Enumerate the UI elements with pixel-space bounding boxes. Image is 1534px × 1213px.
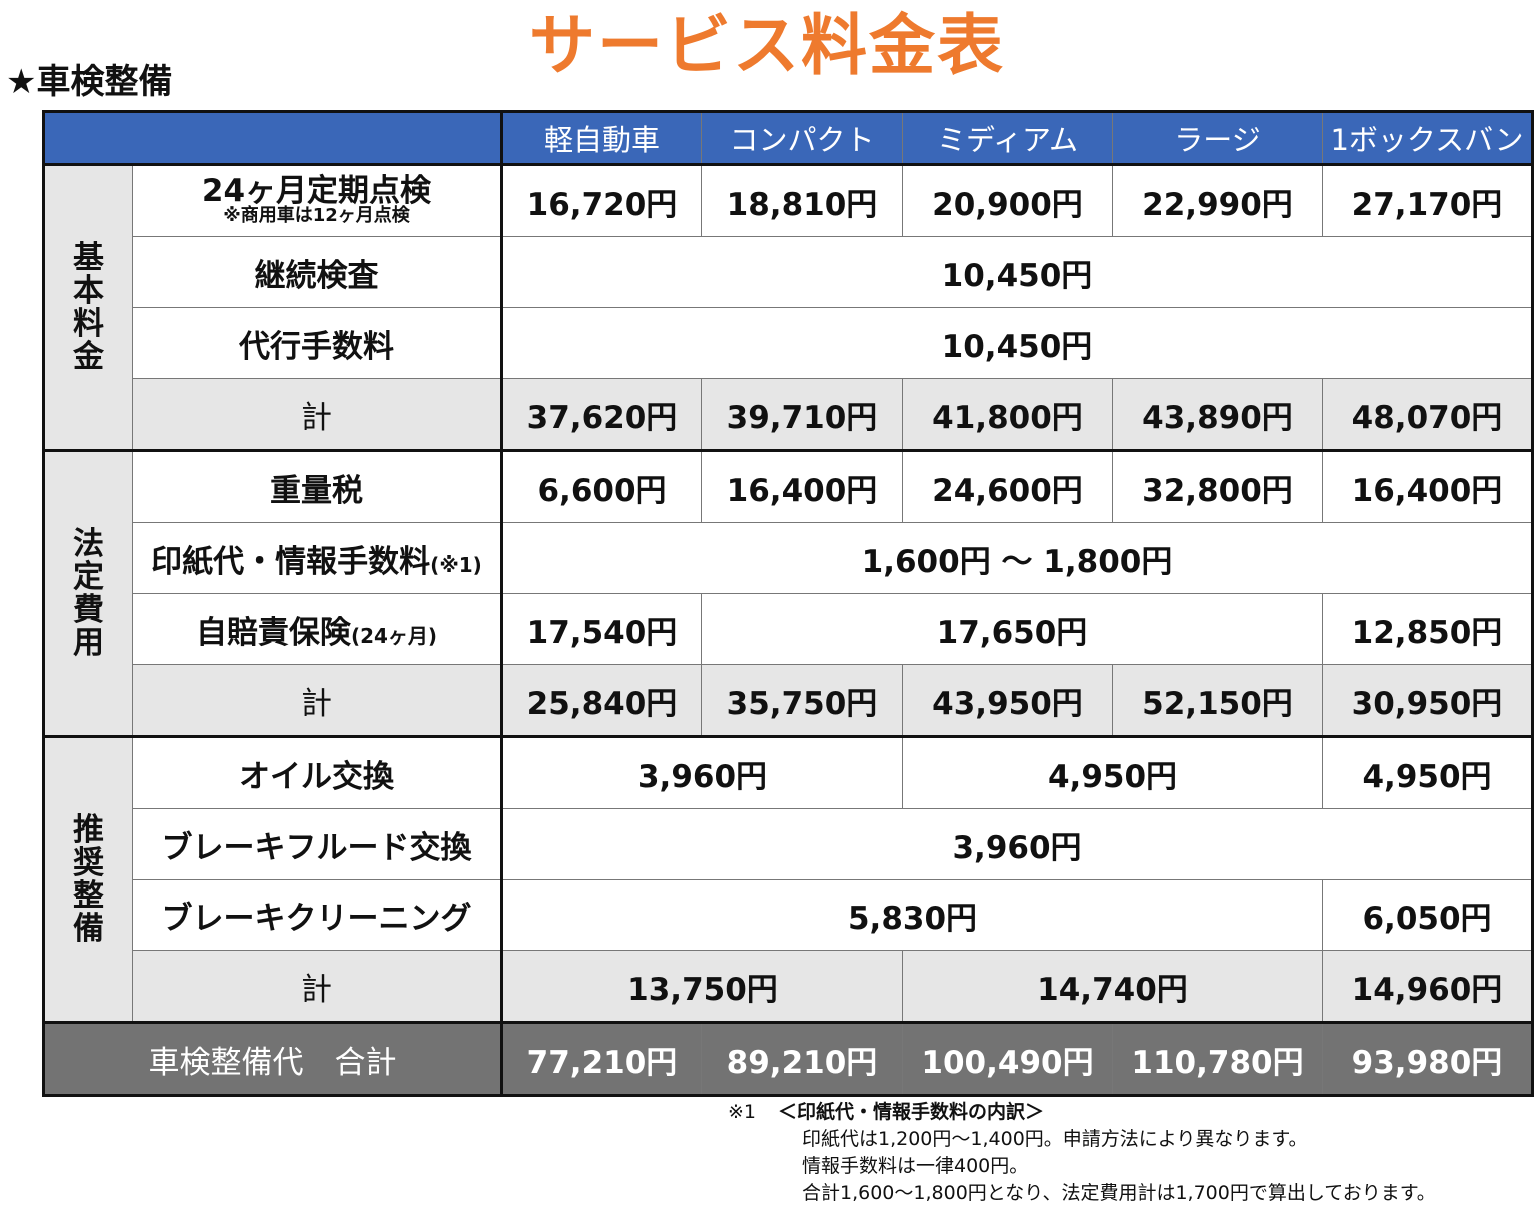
group-label-legal: 法定費用 [43,449,133,737]
grand-total-row: 車検整備代 合計 77,210円 89,210円 100,490円 110,78… [43,1021,1533,1096]
table-row: 継続検査 10,450円 [44,236,1533,308]
price-cell: 17,650円 [701,593,1323,665]
row-label: 重量税 [132,449,503,523]
price-cell: 1,600円 ～ 1,800円 [501,522,1533,594]
price-cell: 10,450円 [501,307,1533,379]
subtotal-row: 計 37,620円 39,710円 41,800円 43,890円 48,070… [44,378,1533,451]
footnote-line: 印紙代は1,200円～1,400円。申請方法により異なります。 [802,1128,1308,1150]
table-row: 法定費用 重量税 6,600円 16,400円 24,600円 32,800円 … [43,449,1533,737]
price-cell: 10,450円 [501,236,1533,308]
price-cell: 37,620円 [501,378,702,451]
row-label-note: ※商用車は12ヶ月点検 [223,205,410,226]
row-label: 計 [132,664,503,737]
row-label: 自賠責保険(24ヶ月) [132,593,503,665]
column-header: ラージ [1112,111,1323,165]
row-label: ブレーキフルード交換 [132,808,503,880]
price-cell: 100,490円 [902,1021,1113,1096]
row-label: 計 [132,378,503,451]
price-cell: 93,980円 [1322,1021,1533,1096]
price-cell: 18,810円 [701,163,903,237]
table-row: 推奨整備 オイル交換 3,960円 4,950円 4,950円 [43,735,1533,1023]
subtotal-row: 計 25,840円 35,750円 43,950円 52,150円 30,950… [44,664,1533,737]
price-cell: 6,050円 [1322,879,1533,951]
price-cell: 6,600円 [501,449,702,523]
group-label-recommended: 推奨整備 [43,735,133,1023]
price-cell: 16,720円 [501,163,702,237]
footnote: ※1 ＜印紙代・情報手数料の内訳＞ 印紙代は1,200円～1,400円。申請方法に… [728,1099,1436,1207]
column-header: 1ボックスバン [1322,111,1533,165]
row-label: ブレーキクリーニング [132,879,503,951]
price-cell: 24,600円 [902,449,1113,523]
table-row: ブレーキクリーニング 5,830円 6,050円 [44,879,1533,951]
price-cell: 32,800円 [1112,449,1323,523]
price-cell: 4,950円 [902,735,1323,809]
footnote-heading: ※1 ＜印紙代・情報手数料の内訳＞ [728,1101,1045,1123]
price-cell: 35,750円 [701,664,903,737]
table-row: 代行手数料 10,450円 [44,307,1533,379]
price-cell: 30,950円 [1322,664,1533,737]
price-cell: 25,840円 [501,664,702,737]
price-cell: 16,400円 [701,449,903,523]
column-header: ミディアム [902,111,1113,165]
price-cell: 48,070円 [1322,378,1533,451]
price-cell: 27,170円 [1322,163,1533,237]
price-cell: 3,960円 [501,735,903,809]
table-row: 自賠責保険(24ヶ月) 17,540円 17,650円 12,850円 [44,593,1533,665]
service-fee-table: 軽自動車 コンパクト ミディアム ラージ 1ボックスバン 基本料金 24ヶ月定期… [42,110,1534,1097]
row-label: 印紙代・情報手数料(※1) [132,522,503,594]
price-cell: 52,150円 [1112,664,1323,737]
price-cell: 43,950円 [902,664,1113,737]
price-cell: 43,890円 [1112,378,1323,451]
row-label: オイル交換 [132,735,503,809]
price-cell: 16,400円 [1322,449,1533,523]
price-cell: 12,850円 [1322,593,1533,665]
price-cell: 110,780円 [1112,1021,1323,1096]
price-cell: 3,960円 [501,808,1533,880]
subtotal-row: 計 13,750円 14,740円 14,960円 [44,950,1533,1023]
column-header: 軽自動車 [501,111,702,165]
section-heading: ★車検整備 [6,62,173,102]
price-cell: 4,950円 [1322,735,1533,809]
price-cell: 5,830円 [501,879,1323,951]
table-header-row: 軽自動車 コンパクト ミディアム ラージ 1ボックスバン [43,111,1533,165]
price-cell: 13,750円 [501,950,903,1023]
price-cell: 39,710円 [701,378,903,451]
table-row: 基本料金 24ヶ月定期点検 ※商用車は12ヶ月点検 16,720円 18,810… [43,163,1533,451]
group-label-basic: 基本料金 [43,163,133,451]
price-cell: 77,210円 [501,1021,702,1096]
row-label: 24ヶ月定期点検 ※商用車は12ヶ月点検 [132,163,503,237]
header-blank-cell [43,111,503,165]
price-cell: 20,900円 [902,163,1113,237]
row-label: 継続検査 [132,236,503,308]
footnote-line: 情報手数料は一律400円。 [802,1155,1029,1177]
row-label: 計 [132,950,503,1023]
row-label-note: (24ヶ月) [350,623,438,648]
table-row: 印紙代・情報手数料(※1) 1,600円 ～ 1,800円 [44,522,1533,594]
row-label-note: (※1) [430,552,482,577]
grand-total-label: 車検整備代 合計 [43,1021,503,1096]
page-title: サービス料金表 [529,7,1005,84]
column-header: コンパクト [701,111,903,165]
footnote-line: 合計1,600～1,800円となり、法定費用計は1,700円で算出しております。 [802,1182,1436,1204]
price-cell: 22,990円 [1112,163,1323,237]
price-cell: 17,540円 [501,593,702,665]
row-label: 代行手数料 [132,307,503,379]
price-cell: 14,960円 [1322,950,1533,1023]
table-row: ブレーキフルード交換 3,960円 [44,808,1533,880]
price-cell: 14,740円 [902,950,1323,1023]
price-cell: 89,210円 [701,1021,903,1096]
price-cell: 41,800円 [902,378,1113,451]
